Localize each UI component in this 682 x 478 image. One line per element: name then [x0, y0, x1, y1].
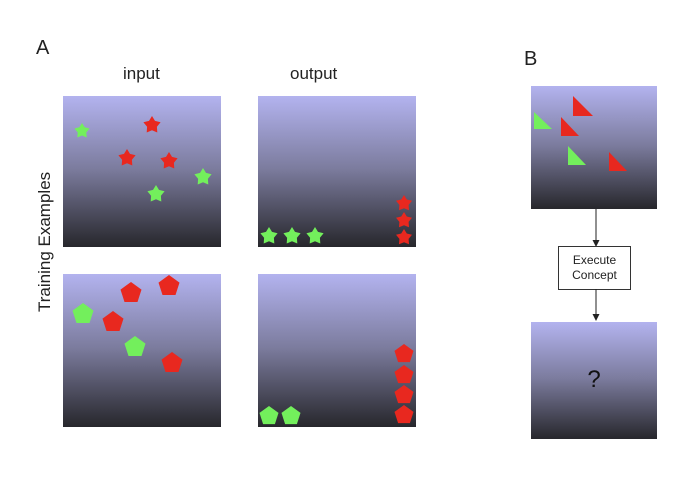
red-pentagon	[394, 385, 414, 404]
red-pentagon	[394, 344, 414, 363]
green-star	[147, 185, 165, 202]
example-2-output-shapes	[259, 344, 414, 425]
red-pentagon	[394, 365, 414, 384]
training-examples-label: Training Examples	[35, 171, 54, 312]
green-pentagon	[72, 303, 94, 323]
input-column-heading: input	[123, 64, 160, 83]
red-pentagon	[120, 282, 142, 302]
red-star	[396, 229, 412, 245]
red-pentagon	[394, 405, 414, 424]
question-mark: ?	[587, 366, 601, 393]
example-2-output-grid	[258, 274, 416, 427]
green-star	[194, 168, 212, 185]
execute-label: Execute	[572, 253, 617, 267]
green-pentagon	[281, 406, 301, 425]
red-triangle	[573, 96, 593, 116]
panel-b-letter: B	[524, 48, 538, 70]
red-triangle	[561, 117, 579, 136]
down-arrow-icon	[592, 209, 600, 247]
example-2-input-grid	[63, 274, 221, 427]
red-star	[396, 195, 412, 211]
red-star	[396, 212, 412, 228]
test-output-grid: ?	[531, 322, 657, 439]
concept-label: Concept	[572, 268, 617, 282]
output-column-heading: output	[290, 64, 338, 83]
panel-a-letter: A	[36, 37, 50, 59]
execute-concept-box: Execute Concept	[558, 246, 631, 290]
red-pentagon	[161, 352, 183, 372]
example-1-input-shapes	[74, 116, 212, 202]
green-triangle	[568, 146, 586, 165]
green-star	[74, 123, 90, 138]
example-1-input-grid	[63, 96, 221, 247]
green-star	[283, 227, 301, 244]
green-star	[306, 227, 324, 244]
green-pentagon	[259, 406, 279, 425]
example-1-output-shapes	[260, 195, 412, 245]
down-arrow-icon	[592, 289, 600, 321]
green-triangle	[534, 112, 552, 129]
red-triangle	[609, 152, 627, 171]
green-star	[260, 227, 278, 244]
red-pentagon	[158, 275, 180, 295]
green-pentagon	[124, 336, 146, 356]
example-2-input-shapes	[72, 275, 183, 372]
red-star	[160, 152, 178, 169]
test-input-grid	[531, 86, 657, 209]
test-input-shapes	[534, 96, 627, 171]
example-1-output-grid	[258, 96, 416, 247]
red-pentagon	[102, 311, 124, 331]
red-star	[143, 116, 161, 133]
red-star	[118, 149, 136, 166]
